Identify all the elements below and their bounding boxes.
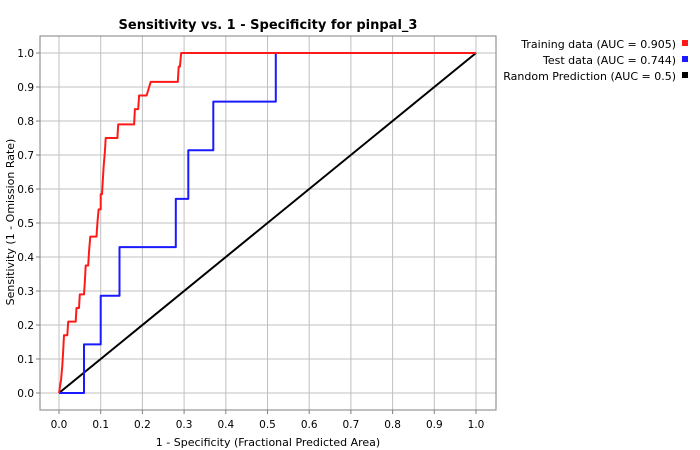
x-tick-label: 0.1 bbox=[92, 419, 109, 431]
y-tick-label: 0.9 bbox=[17, 82, 34, 94]
x-tick-label: 1.0 bbox=[468, 419, 485, 431]
y-tick-label: 1.0 bbox=[17, 48, 34, 60]
y-tick-label: 0.8 bbox=[17, 116, 34, 128]
legend-label: Random Prediction (AUC = 0.5) bbox=[503, 70, 676, 83]
plot-border bbox=[39, 35, 497, 411]
legend-swatch bbox=[682, 72, 688, 78]
y-tick-label: 0.2 bbox=[17, 320, 34, 332]
x-tick-label: 0.3 bbox=[176, 419, 193, 431]
x-tick-label: 0.2 bbox=[134, 419, 151, 431]
test-roc-line bbox=[59, 52, 476, 394]
x-tick-label: 0.0 bbox=[51, 419, 68, 431]
y-tick-label: 0.7 bbox=[17, 150, 34, 162]
random-prediction-line bbox=[58, 52, 477, 394]
x-tick-label: 0.4 bbox=[217, 419, 234, 431]
y-axis-label: Sensitivity (1 - Omission Rate) bbox=[4, 139, 17, 306]
legend-swatch bbox=[682, 40, 688, 46]
y-tick-label: 0.6 bbox=[17, 184, 34, 196]
x-tick-label: 0.8 bbox=[384, 419, 401, 431]
y-tick-label: 0.1 bbox=[17, 354, 34, 366]
x-tick-label: 0.9 bbox=[426, 419, 443, 431]
training-roc-line bbox=[58, 52, 476, 394]
legend: Training data (AUC = 0.905) Test data (AU… bbox=[503, 38, 688, 83]
y-tick-label: 0.4 bbox=[17, 252, 34, 264]
legend-label: Training data (AUC = 0.905) bbox=[520, 38, 676, 51]
y-tick-label: 0.3 bbox=[17, 286, 34, 298]
y-tick-label: 0.5 bbox=[17, 218, 34, 230]
chart-title: Sensitivity vs. 1 - Specificity for pinp… bbox=[119, 18, 418, 33]
x-tick-label: 0.7 bbox=[343, 419, 360, 431]
legend-label: Test data (AUC = 0.744) bbox=[542, 54, 676, 67]
x-tick-label: 0.6 bbox=[301, 419, 318, 431]
y-tick-label: 0.0 bbox=[17, 388, 34, 400]
plot-area: 0.0 0.1 0.2 0.3 0.4 0.5 0.6 0.7 0.8 0.9 1.0 0.0 0.1 0… bbox=[17, 35, 497, 431]
legend-swatch bbox=[682, 56, 688, 62]
x-tick-label: 0.5 bbox=[259, 419, 276, 431]
x-axis-label: 1 - Specificity (Fractional Predicted Ar… bbox=[156, 436, 380, 449]
